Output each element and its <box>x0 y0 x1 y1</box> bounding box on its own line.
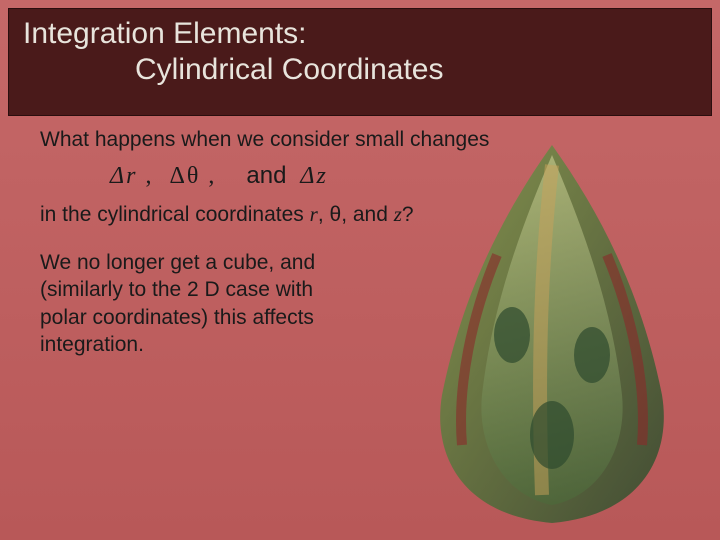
comma-2: , <box>208 163 214 189</box>
q2-mid2: , and <box>341 203 394 226</box>
title-line-1: Integration Elements: <box>23 17 697 51</box>
slide: Integration Elements: Cylindrical Coordi… <box>0 0 720 540</box>
delta-theta: Δθ <box>169 163 200 189</box>
q2-post: ? <box>402 203 414 226</box>
comma-1: , <box>145 163 151 189</box>
title-line-2: Cylindrical Coordinates <box>135 53 697 87</box>
delta-r: Δr <box>110 163 137 189</box>
q2-mid1: , <box>318 203 330 226</box>
question-line-2: in the cylindrical coordinates r, θ, and… <box>40 202 680 227</box>
var-r: r <box>310 202 318 226</box>
var-z: z <box>394 202 402 226</box>
title-box: Integration Elements: Cylindrical Coordi… <box>8 8 712 116</box>
math-deltas: Δr, Δθ, and Δz <box>110 162 680 190</box>
paragraph: We no longer get a cube, and (similarly … <box>40 249 340 358</box>
body-area: What happens when we consider small chan… <box>40 128 680 358</box>
var-theta: θ <box>330 203 342 226</box>
delta-z: Δz <box>300 163 327 189</box>
and-text: and <box>246 162 286 189</box>
question-line-1: What happens when we consider small chan… <box>40 128 680 152</box>
q2-pre: in the cylindrical coordinates <box>40 203 310 226</box>
